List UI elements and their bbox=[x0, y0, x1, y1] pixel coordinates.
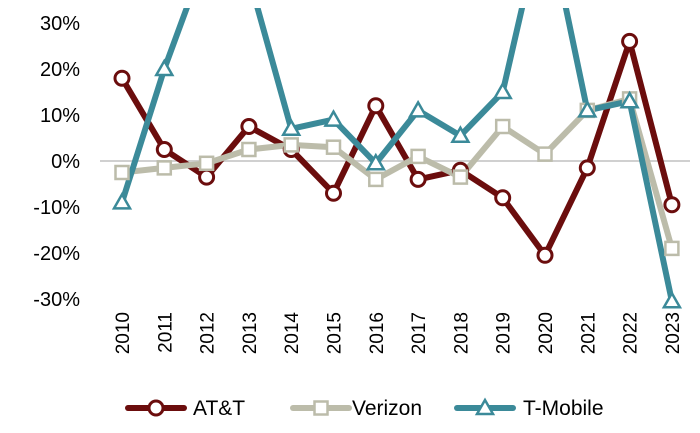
x-tick-label: 2018 bbox=[451, 312, 472, 354]
y-axis: 30% 20% 10% 0% -10% -20% -30% bbox=[33, 13, 80, 311]
legend-label: AT&T bbox=[193, 397, 245, 420]
verizon-legend-marker bbox=[313, 400, 329, 416]
t-mobile-point bbox=[577, 99, 598, 118]
x-tick-label: 2019 bbox=[494, 312, 515, 354]
at-t-point bbox=[325, 184, 342, 202]
at-t-series-line bbox=[119, 38, 675, 259]
x-tick-label: 2020 bbox=[536, 312, 557, 354]
x-tick-label: 2011 bbox=[155, 312, 176, 353]
y-tick-label: -10% bbox=[33, 197, 80, 219]
verizon-point bbox=[325, 139, 342, 155]
t-mobile-legend-marker bbox=[474, 397, 496, 416]
verizon-point bbox=[494, 118, 511, 135]
x-tick-label: 2013 bbox=[240, 312, 261, 354]
y-tick-label: 0% bbox=[51, 151, 80, 173]
y-tick-label: -30% bbox=[33, 289, 80, 311]
t-mobile-point bbox=[450, 125, 471, 143]
t-mobile-point bbox=[111, 191, 133, 210]
x-axis: 2010 2011 2012 2013 2014 2015 2016 2017 2018 2019… bbox=[113, 312, 684, 355]
verizon-point bbox=[452, 169, 469, 185]
legend-label: T-Mobile bbox=[523, 397, 604, 420]
x-tick-label: 2021 bbox=[578, 312, 599, 354]
verizon-point bbox=[664, 240, 680, 257]
series-markers bbox=[111, 32, 683, 309]
verizon-point bbox=[537, 146, 553, 162]
x-tick-label: 2010 bbox=[113, 312, 134, 354]
verizon-point bbox=[156, 160, 173, 176]
t-mobile-series-line bbox=[119, 8, 675, 305]
x-tick-label: 2014 bbox=[282, 312, 303, 355]
verizon-point bbox=[198, 155, 215, 172]
at-t-point bbox=[578, 159, 596, 177]
at-t-point bbox=[240, 118, 258, 135]
verizon-point bbox=[368, 171, 384, 188]
at-t-point bbox=[198, 168, 216, 186]
t-mobile-point bbox=[492, 81, 513, 100]
y-tick-label: 10% bbox=[40, 105, 80, 127]
at-t-point bbox=[113, 69, 131, 87]
legend-label: Verizon bbox=[352, 397, 422, 420]
x-tick-label: 2022 bbox=[621, 312, 642, 354]
series-lines bbox=[119, 8, 675, 305]
t-mobile-point bbox=[281, 118, 302, 137]
x-tick-label: 2023 bbox=[663, 312, 684, 354]
legend: AT&T Verizon T-Mobile bbox=[125, 397, 604, 420]
at-t-point bbox=[494, 189, 512, 207]
t-mobile-point bbox=[661, 290, 683, 309]
t-mobile-point bbox=[407, 99, 429, 118]
at-t-point bbox=[621, 32, 639, 50]
at-t-point bbox=[409, 170, 427, 188]
y-tick-label: -20% bbox=[33, 243, 80, 265]
y-tick-label: 30% bbox=[40, 13, 80, 35]
x-tick-label: 2017 bbox=[409, 312, 430, 354]
at-t-legend-marker bbox=[147, 399, 165, 417]
verizon-point bbox=[410, 148, 426, 165]
verizon-point bbox=[241, 141, 257, 158]
x-tick-label: 2015 bbox=[325, 312, 346, 354]
x-tick-label: 2012 bbox=[198, 312, 219, 354]
t-mobile-point bbox=[154, 58, 175, 77]
verizon-point bbox=[114, 164, 130, 181]
at-t-point bbox=[367, 97, 385, 115]
y-tick-label: 20% bbox=[40, 59, 80, 81]
t-mobile-point bbox=[619, 90, 640, 109]
x-tick-label: 2016 bbox=[367, 312, 388, 354]
at-t-point bbox=[663, 196, 681, 214]
at-t-point bbox=[155, 141, 173, 158]
verizon-point bbox=[283, 137, 299, 153]
at-t-point bbox=[536, 246, 554, 264]
t-mobile-point bbox=[365, 152, 386, 171]
t-mobile-point bbox=[323, 109, 344, 127]
